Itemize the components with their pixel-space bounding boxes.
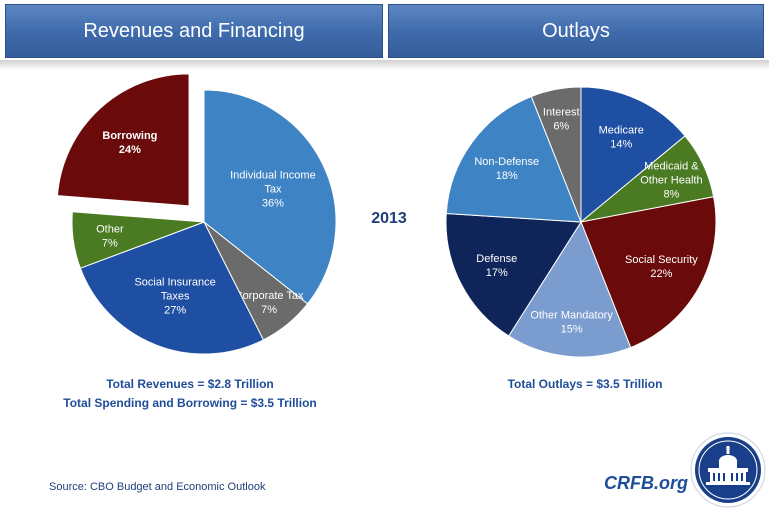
label-individual-income-tax: Individual Income Tax 36% (230, 170, 316, 210)
crfb-seal-logo (690, 432, 766, 508)
total-revenues: Total Revenues = $2.8 Trillion (106, 377, 274, 391)
total-spending-borrowing: Total Spending and Borrowing = $3.5 Tril… (63, 396, 317, 410)
slice-non-defense (445, 95, 582, 223)
label-social-security: Social Security 22% (625, 254, 698, 280)
label-interest: Interest 6% (543, 107, 580, 133)
label-other: Other 7% (96, 223, 124, 249)
outlays-header-title: Outlays (542, 19, 610, 42)
header-shadow (0, 60, 769, 70)
year-label: 2013 (371, 210, 407, 227)
slice-borrowing (56, 73, 190, 207)
slice-other (71, 211, 205, 269)
slice-medicare (580, 86, 686, 224)
label-other-mandatory: Other Mandatory 15% (530, 309, 613, 335)
label-defense: Defense 17% (476, 253, 517, 279)
outlays-pie: Medicare 14% Medicaid & Other Health 8% Socia… (445, 86, 717, 358)
slice-interest (530, 86, 582, 223)
slice-other-mandatory (507, 220, 632, 358)
source-note: Source: CBO Budget and Economic Outlook (49, 481, 266, 493)
total-outlays: Total Outlays = $3.5 Trillion (507, 377, 663, 391)
revenues-header-title: Revenues and Financing (83, 19, 305, 42)
slice-social-insurance-taxes (79, 221, 265, 355)
slice-social-security (580, 196, 717, 349)
slice-defense (445, 212, 582, 337)
outlays-header: Outlays (388, 4, 764, 58)
label-social-insurance-taxes: Social Insurance Taxes 27% (134, 277, 215, 317)
label-borrowing: Borrowing 24% (102, 130, 157, 156)
label-medicaid-other-health: Medicaid & Other Health 8% (640, 160, 702, 200)
label-non-defense: Non-Defense 18% (474, 156, 539, 182)
brand-link[interactable]: CRFB.org (604, 473, 688, 493)
label-medicare: Medicare 14% (599, 124, 644, 150)
revenues-header: Revenues and Financing (5, 4, 383, 58)
slice-individual-income-tax (203, 89, 337, 305)
revenues-pie: Individual Income Tax 36% Corporate Tax 7% So… (56, 73, 337, 355)
label-corporate-tax: Corporate Tax 7% (235, 290, 304, 316)
